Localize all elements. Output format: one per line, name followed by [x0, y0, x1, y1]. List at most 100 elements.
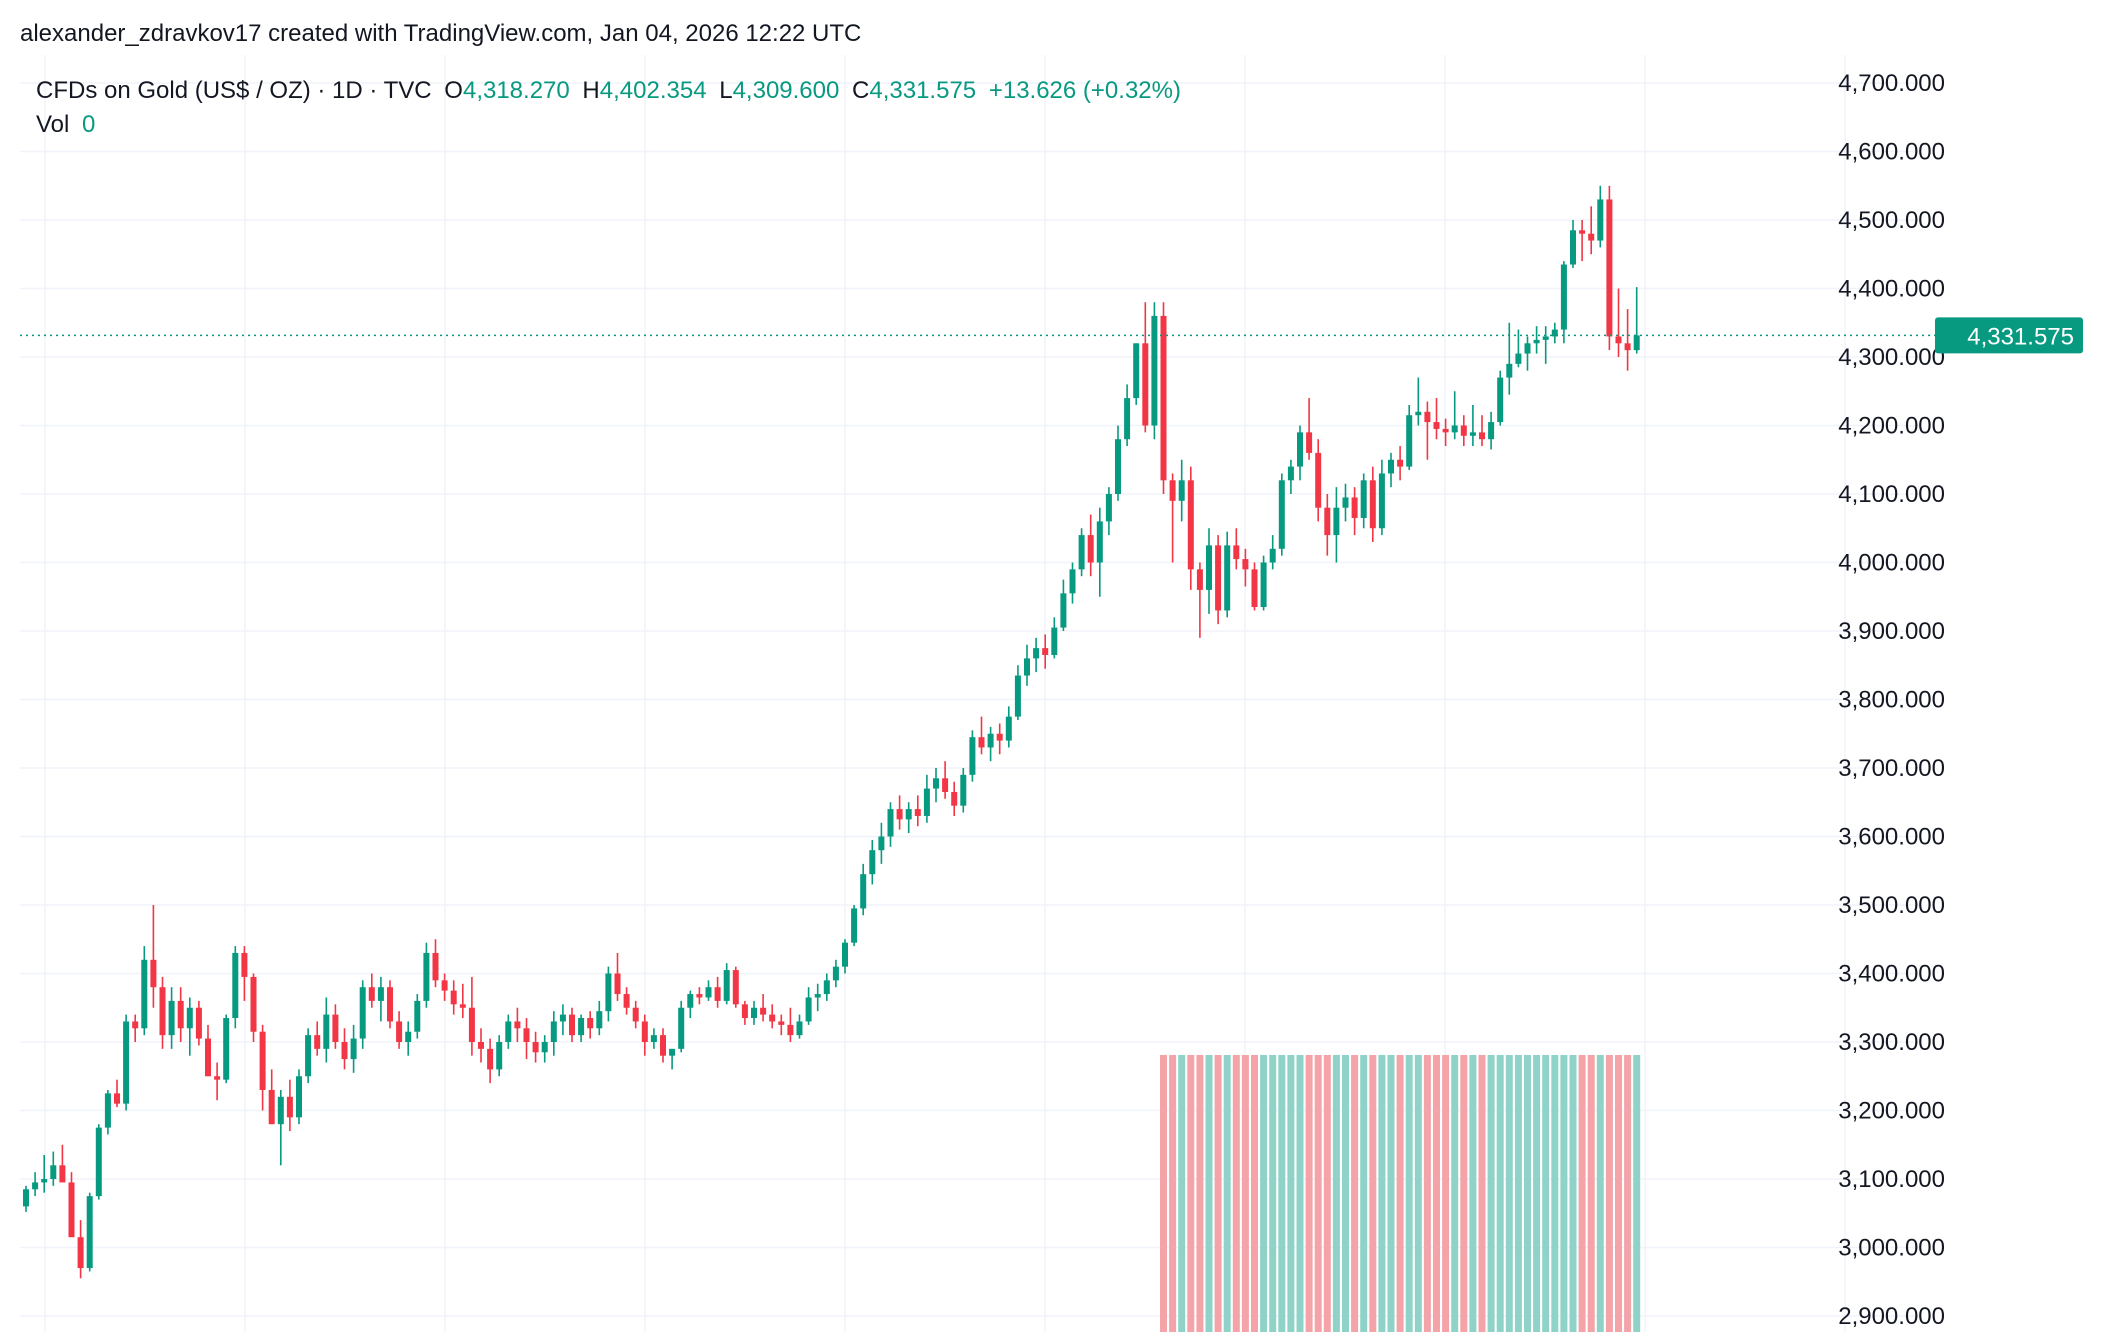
y-tick-label: 3,900.000: [1838, 618, 1945, 645]
volume-bar: [1560, 1055, 1568, 1332]
y-tick-label: 3,100.000: [1838, 1166, 1945, 1193]
candle-body: [632, 1007, 639, 1022]
candle-body: [678, 1007, 685, 1049]
candle: [1633, 287, 1640, 354]
candle-body: [1251, 569, 1258, 608]
y-tick-label: 2,900.000: [1838, 1303, 1945, 1330]
candle: [669, 1048, 676, 1070]
candle: [159, 976, 166, 1049]
legend-vol-label[interactable]: Vol: [36, 111, 70, 138]
y-tick-label: 4,500.000: [1838, 207, 1945, 234]
candle-body: [1397, 459, 1404, 467]
candle: [960, 768, 967, 813]
volume-bar: [1405, 1055, 1413, 1332]
y-tick-label: 4,200.000: [1838, 413, 1945, 440]
candle: [478, 1028, 484, 1063]
volume-bar: [1160, 1055, 1167, 1332]
candle-body: [541, 1042, 548, 1053]
candle: [1579, 220, 1586, 262]
candle: [487, 1038, 494, 1084]
candle-body: [650, 1035, 657, 1042]
candle: [368, 973, 375, 1008]
candle: [141, 946, 148, 1036]
candle: [869, 839, 876, 885]
candle-body: [1151, 315, 1158, 426]
candle: [1142, 302, 1149, 433]
volume-bar: [1360, 1055, 1368, 1332]
volume-bar: [1305, 1055, 1313, 1332]
volume-bar: [1442, 1055, 1450, 1332]
candle-body: [1133, 343, 1140, 399]
candle: [177, 987, 184, 1042]
candle: [687, 990, 694, 1019]
candle-body: [751, 1007, 757, 1019]
candle: [1451, 391, 1458, 440]
candle: [1624, 309, 1631, 371]
legend-high-value: 4,402.354: [599, 77, 707, 104]
candle-body: [1315, 452, 1322, 508]
candle: [1260, 555, 1267, 611]
volume-bar: [1260, 1055, 1268, 1332]
candle: [1588, 206, 1595, 255]
candle: [1360, 473, 1367, 529]
candle-body: [1169, 480, 1176, 501]
candle-body: [423, 952, 430, 1001]
candle-body: [250, 976, 257, 1032]
candle-body: [1560, 264, 1567, 330]
candle-body: [923, 788, 930, 816]
y-tick-label: 4,600.000: [1838, 139, 1945, 166]
candle-body: [1351, 497, 1358, 518]
candle-body: [1378, 473, 1385, 529]
candle-body: [214, 1076, 221, 1080]
candle: [1187, 466, 1194, 590]
candle: [1597, 185, 1604, 248]
candle: [95, 1124, 102, 1200]
volume-bar: [1223, 1055, 1231, 1332]
legend-symbol[interactable]: CFDs on Gold (US$ / OZ) · 1D · TVC: [36, 77, 432, 104]
legend-volume-row: Vol 0: [36, 108, 1187, 142]
legend-open-label: O: [444, 77, 463, 104]
chart-legend: CFDs on Gold (US$ / OZ) · 1D · TVC O4,31…: [36, 74, 1187, 142]
volume-bar: [1314, 1055, 1322, 1332]
candle-body: [59, 1165, 66, 1183]
candle: [860, 863, 867, 916]
volume-bar: [1514, 1055, 1522, 1332]
candle-body: [769, 1014, 776, 1022]
candle: [951, 781, 958, 816]
candle: [614, 952, 621, 1001]
candle-body: [305, 1035, 312, 1077]
volume-bar: [1269, 1055, 1277, 1332]
y-tick-label: 4,700.000: [1838, 70, 1945, 97]
candle-body: [286, 1096, 293, 1118]
candle: [896, 795, 903, 830]
candle: [1178, 459, 1185, 522]
candle-body: [1178, 480, 1185, 501]
candle: [459, 983, 466, 1019]
candle: [1124, 384, 1131, 447]
y-tick-label: 3,200.000: [1838, 1098, 1945, 1125]
price-axis[interactable]: 4,700.000 4,600.000 4,500.000 4,400.000 4,30…: [1838, 70, 1945, 1330]
candle: [1042, 634, 1049, 669]
candle-body: [1024, 658, 1030, 676]
candle-body: [1588, 233, 1595, 241]
chart-pane[interactable]: [20, 55, 1945, 1332]
candle-body: [978, 737, 985, 748]
candle: [250, 973, 257, 1042]
volume-bars: [1160, 1055, 1641, 1332]
candle-body: [459, 1004, 466, 1008]
candle: [832, 959, 839, 988]
candle-body: [314, 1035, 321, 1049]
candle-body: [569, 1014, 575, 1036]
candle: [1442, 418, 1449, 447]
candle-body: [332, 1014, 339, 1042]
candle: [596, 1000, 603, 1036]
candle: [660, 1028, 666, 1063]
candle: [387, 980, 393, 1029]
volume-bar: [1505, 1055, 1513, 1332]
candle: [914, 795, 921, 827]
candle: [1306, 398, 1313, 460]
candle-body: [1269, 548, 1276, 563]
volume-bar: [1487, 1055, 1495, 1332]
candle: [1488, 411, 1495, 450]
